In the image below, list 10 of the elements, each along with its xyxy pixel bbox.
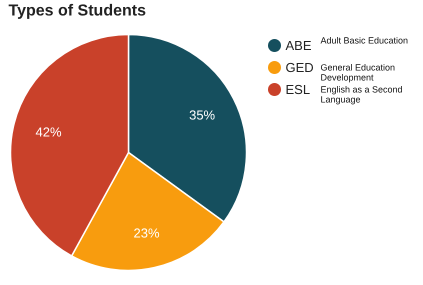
legend-label: ESL bbox=[286, 82, 310, 97]
legend-label: GED bbox=[286, 60, 314, 75]
text: English as a Second Language bbox=[320, 84, 403, 104]
data-label: 42% bbox=[35, 124, 62, 140]
data-label: 35% bbox=[189, 108, 216, 122]
text: General Education Development bbox=[320, 62, 396, 82]
text: Adult Basic Education bbox=[320, 36, 408, 46]
data-label: 23% bbox=[134, 226, 160, 241]
legend-label: ABE bbox=[286, 38, 312, 53]
chart-title: Types of Students bbox=[8, 2, 146, 20]
